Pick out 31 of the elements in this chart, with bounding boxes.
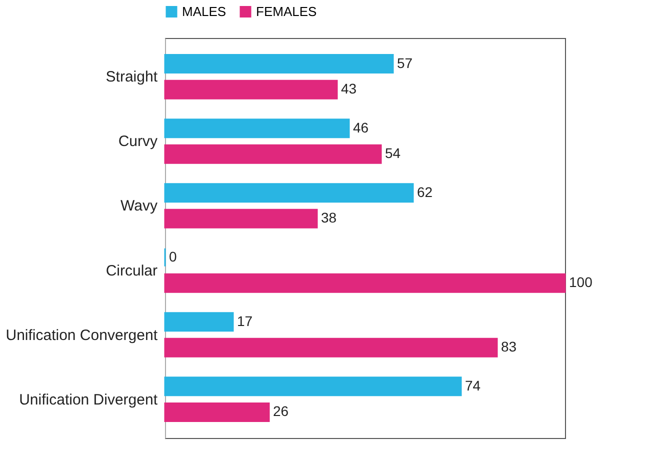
bar bbox=[164, 273, 566, 293]
y-tick-label: Unification Convergent bbox=[6, 326, 158, 344]
data-label: 0 bbox=[169, 248, 177, 264]
bar bbox=[164, 402, 270, 422]
y-tick-label: Unification Divergent bbox=[19, 391, 158, 408]
data-label: 54 bbox=[385, 145, 401, 162]
legend-label: MALES bbox=[182, 4, 226, 19]
bar bbox=[164, 144, 382, 164]
bar bbox=[164, 54, 394, 74]
data-label: 43 bbox=[341, 80, 357, 97]
data-label: 62 bbox=[417, 184, 433, 200]
bar bbox=[164, 376, 462, 396]
data-label: 46 bbox=[353, 119, 369, 136]
data-label: 26 bbox=[273, 403, 289, 420]
bar bbox=[164, 312, 234, 332]
data-label: 57 bbox=[397, 54, 413, 71]
data-label: 38 bbox=[321, 210, 337, 226]
bar bbox=[164, 118, 350, 138]
data-label: 74 bbox=[465, 377, 481, 394]
y-tick-label: Straight bbox=[106, 68, 158, 86]
legend-label: FEMALES bbox=[256, 4, 318, 19]
bar bbox=[164, 208, 318, 228]
bar bbox=[164, 183, 414, 203]
y-tick-label: Circular bbox=[106, 262, 158, 280]
data-label: 83 bbox=[501, 338, 517, 355]
y-tick-label: Wavy bbox=[120, 198, 158, 215]
data-label: 17 bbox=[237, 312, 253, 329]
y-tick-label: Curvy bbox=[118, 133, 158, 150]
data-label: 100 bbox=[569, 274, 593, 290]
bar bbox=[164, 80, 338, 100]
bar bbox=[164, 338, 498, 358]
